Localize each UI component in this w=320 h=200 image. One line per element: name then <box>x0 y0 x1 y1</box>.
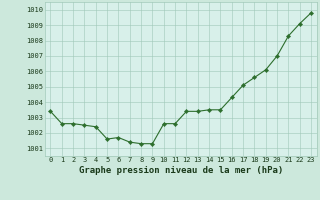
X-axis label: Graphe pression niveau de la mer (hPa): Graphe pression niveau de la mer (hPa) <box>79 166 283 175</box>
